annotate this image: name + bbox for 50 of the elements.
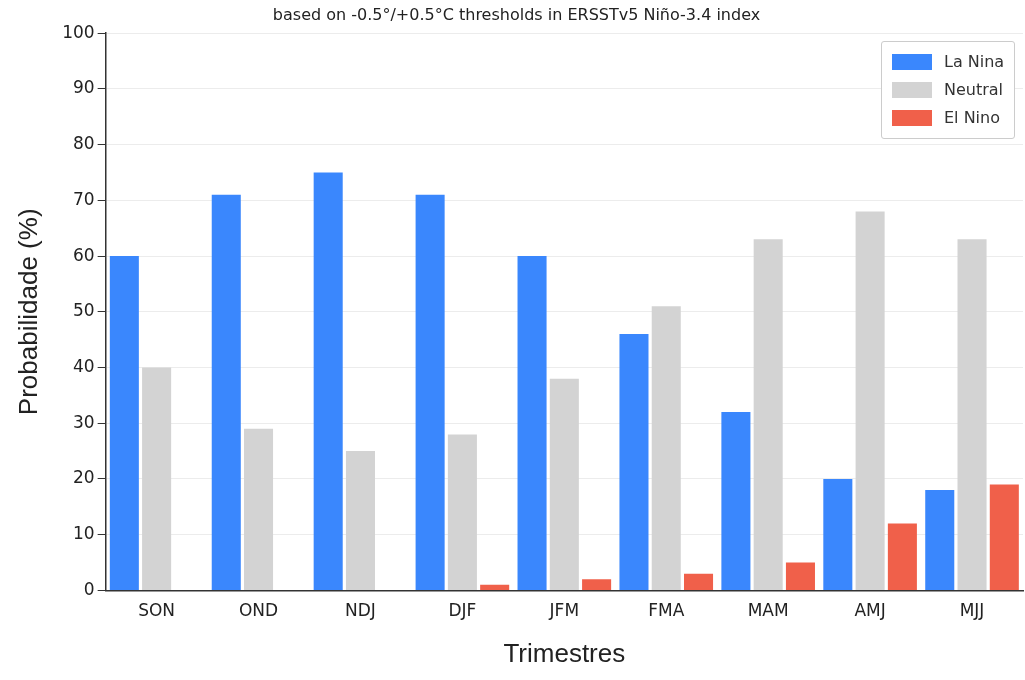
x-tick-label: MJJ — [959, 600, 985, 621]
y-tick-label: 60 — [73, 244, 95, 265]
y-tick-label: 0 — [83, 578, 95, 599]
bar — [480, 584, 510, 590]
y-tick-label: 50 — [73, 300, 95, 321]
bar — [415, 194, 445, 590]
chart-title: based on -0.5°/+0.5°C thresholds in ERSSTv5 Niño-3.4 index — [272, 4, 761, 24]
y-tick-label: 40 — [73, 355, 95, 376]
x-tick-label: DJF — [448, 600, 477, 621]
bar — [619, 334, 649, 590]
bar — [855, 211, 885, 590]
bar — [549, 378, 579, 590]
y-tick-label: 90 — [73, 77, 95, 98]
x-axis-title: Trimestres — [503, 637, 626, 668]
bar — [345, 451, 375, 590]
bar — [753, 239, 783, 590]
y-tick-label: 100 — [62, 21, 95, 42]
y-tick-label: 10 — [73, 523, 95, 544]
bar — [313, 172, 343, 590]
y-tick-label: 30 — [73, 411, 95, 432]
bar — [244, 428, 274, 590]
bar — [582, 579, 612, 590]
bar — [211, 194, 241, 590]
x-tick-label: AMJ — [854, 600, 886, 621]
x-tick-label: JFM — [548, 600, 580, 621]
bar — [651, 306, 681, 590]
bar — [887, 523, 917, 590]
y-tick-label: 80 — [73, 133, 95, 154]
bar — [823, 478, 853, 590]
bar — [142, 367, 172, 590]
x-tick-label: MAM — [747, 600, 789, 621]
legend-label: La Nina — [944, 51, 1005, 74]
bar — [109, 256, 139, 590]
bar — [989, 484, 1019, 590]
bar — [957, 239, 987, 590]
x-tick-label: OND — [238, 600, 279, 621]
bar — [925, 490, 955, 590]
legend-label: Neutral — [944, 79, 1004, 102]
bar — [785, 562, 815, 590]
bar — [447, 434, 477, 590]
legend-label: El Nino — [944, 107, 1000, 130]
x-tick-label: FMA — [648, 600, 685, 621]
bar — [684, 573, 714, 590]
bar — [721, 412, 751, 590]
y-tick-label: 20 — [73, 467, 95, 488]
bar — [517, 256, 547, 590]
x-tick-label: SON — [138, 600, 176, 621]
y-tick-label: 70 — [73, 188, 95, 209]
y-axis-title: Probabilidade (%) — [12, 208, 43, 416]
x-tick-label: NDJ — [345, 600, 376, 621]
